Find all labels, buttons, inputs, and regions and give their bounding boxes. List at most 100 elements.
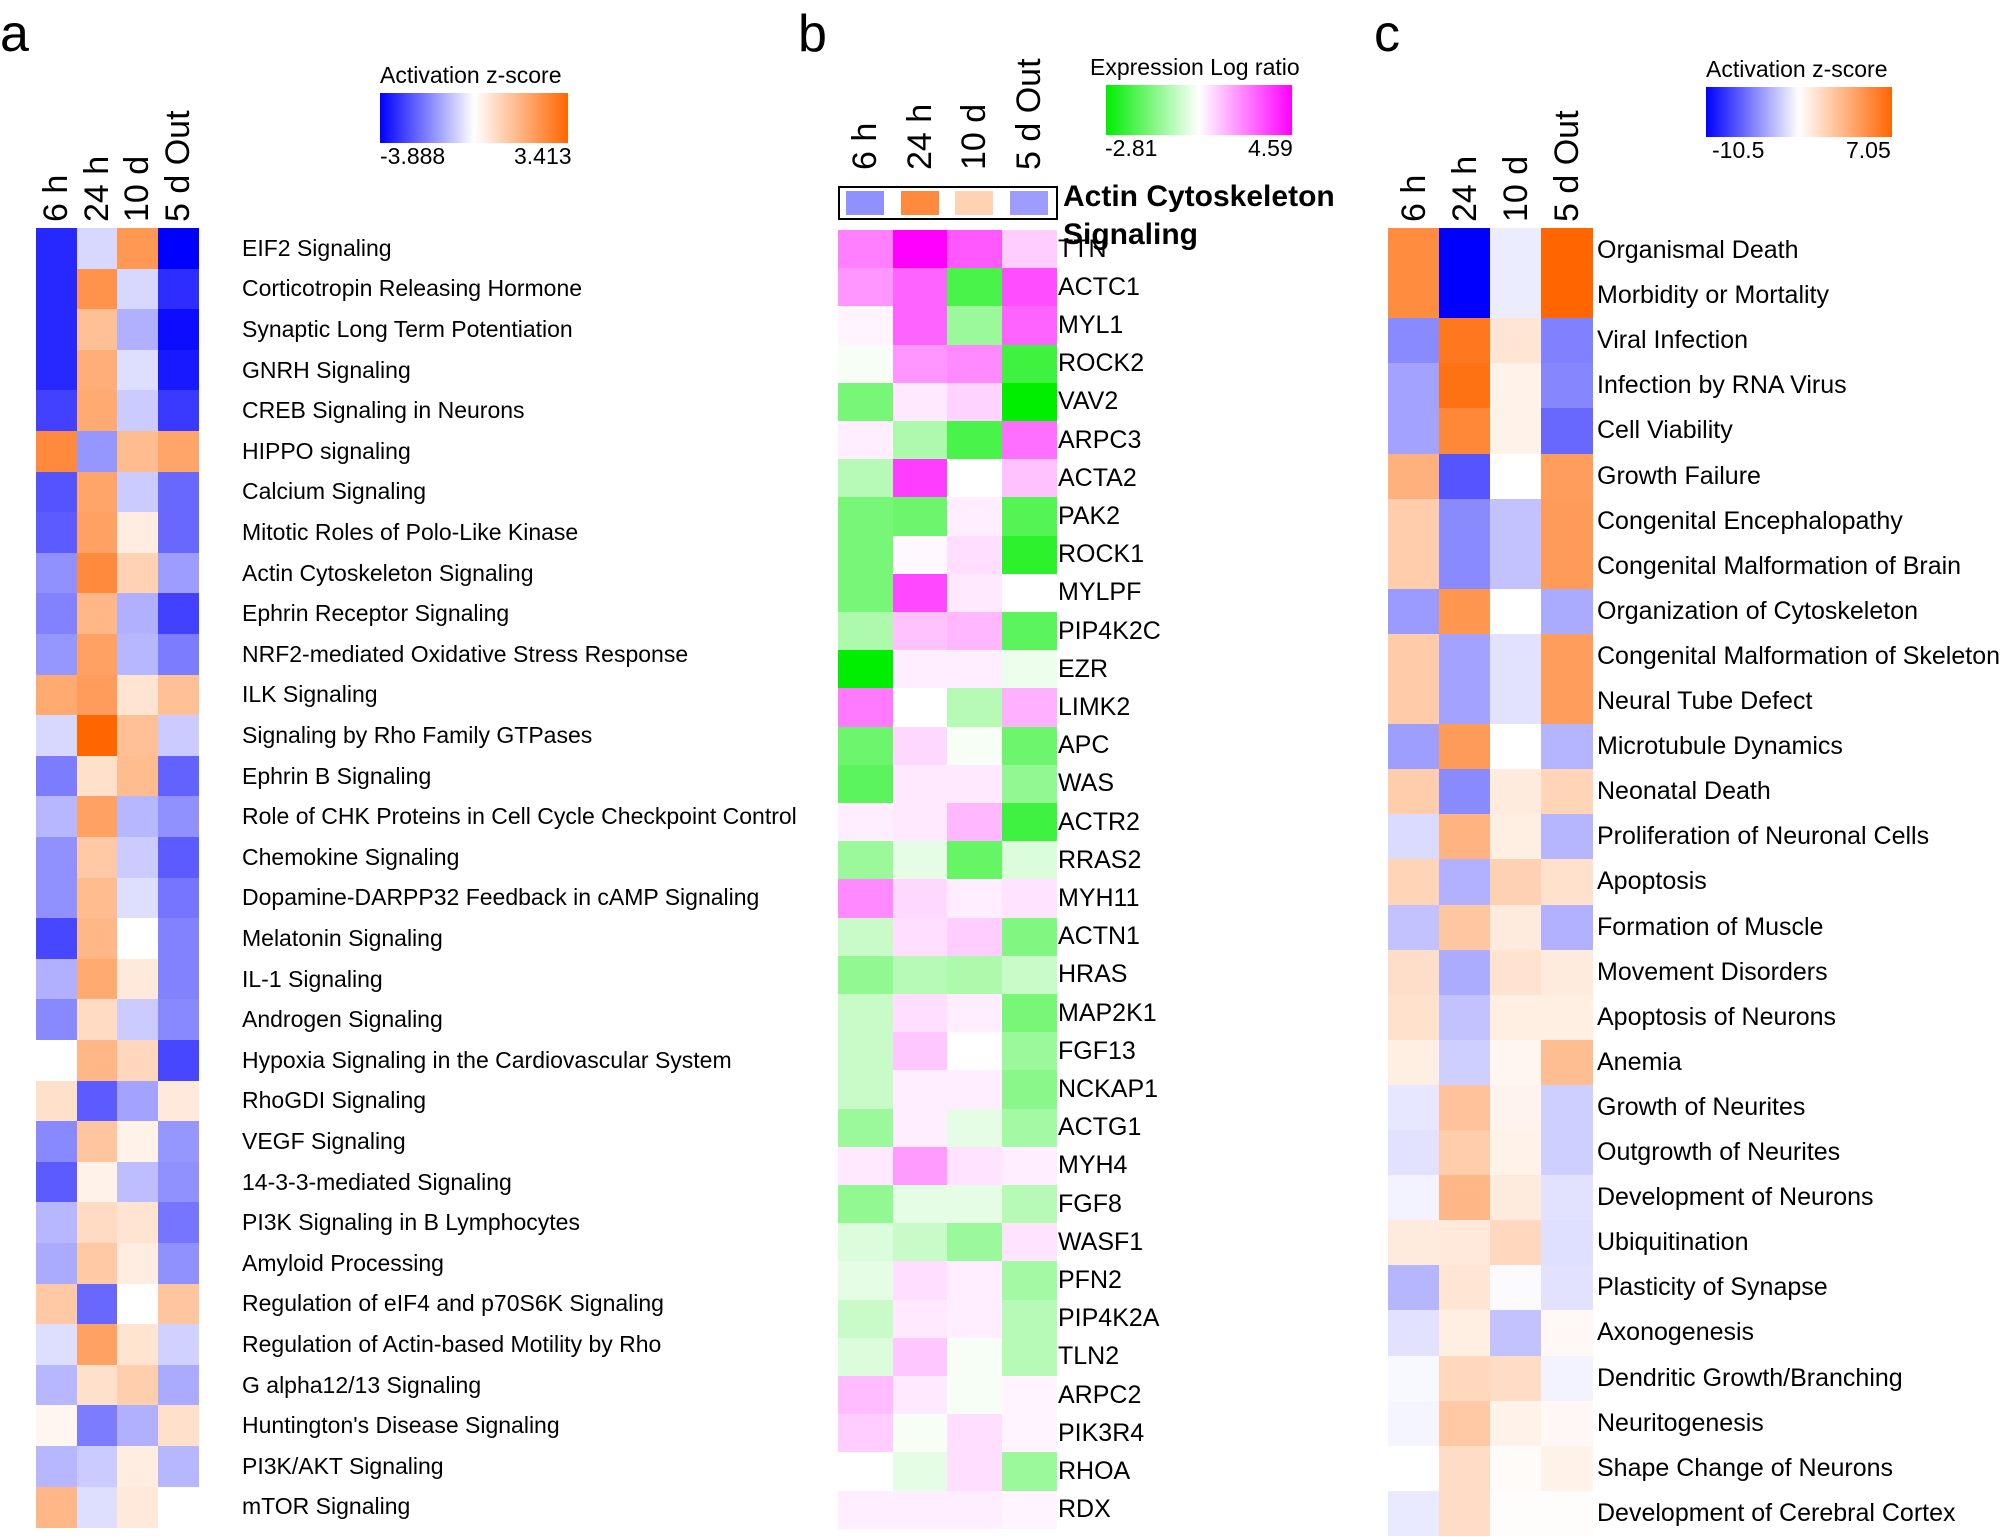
- heatmap-cell: [76, 593, 118, 635]
- heatmap-cell: [838, 382, 894, 422]
- heatmap-cell: [1490, 588, 1542, 635]
- heatmap-cell: [1001, 344, 1057, 384]
- heatmap-cell: [892, 1261, 948, 1301]
- heatmap-cell: [1388, 679, 1440, 725]
- heatmap-cell: [892, 1414, 948, 1453]
- heatmap-cell: [1439, 1400, 1491, 1447]
- heatmap-cell: [1439, 1445, 1491, 1492]
- heatmap-cell: [892, 1146, 948, 1186]
- heatmap-cell: [76, 918, 118, 960]
- heatmap-cell: [892, 1223, 948, 1262]
- row-label: Apoptosis of Neurons: [1597, 1002, 1837, 1031]
- row-label: Ephrin Receptor Signaling: [242, 600, 510, 627]
- heatmap-cell: [1388, 633, 1440, 680]
- heatmap-cell: [76, 837, 118, 879]
- heatmap-cell: [157, 309, 199, 351]
- row-label: Neonatal Death: [1597, 777, 1771, 806]
- row-label: mTOR Signaling: [242, 1493, 411, 1520]
- legend-c-max: 7.05: [1846, 137, 1891, 163]
- row-label: RHOA: [1058, 1457, 1131, 1485]
- heatmap-cell: [947, 1376, 1003, 1415]
- heatmap-cell: [838, 306, 894, 346]
- heatmap-cell: [892, 1452, 948, 1492]
- heatmap-cell: [892, 955, 948, 995]
- row-label: FGF13: [1058, 1036, 1136, 1065]
- heatmap-cell: [838, 650, 894, 689]
- heatmap-cell: [1439, 633, 1491, 680]
- row-label: ACTG1: [1058, 1113, 1142, 1142]
- heatmap-cell: [76, 390, 118, 432]
- heatmap-cell: [1439, 814, 1491, 860]
- panel-b-pathway-title: Actin Cytoskeleton Signaling: [1063, 178, 1335, 254]
- heatmap-cell: [892, 994, 948, 1033]
- heatmap-cell: [947, 764, 1003, 804]
- heatmap-cell: [1388, 724, 1440, 770]
- heatmap-cell: [1541, 1355, 1593, 1402]
- heatmap-cell: [892, 841, 948, 880]
- heatmap-cell: [76, 715, 118, 757]
- summary-cell: [1009, 191, 1048, 215]
- heatmap-cell: [157, 1364, 199, 1406]
- heatmap-cell: [1439, 1039, 1491, 1086]
- heatmap-cell: [76, 1364, 118, 1406]
- heatmap-cell: [947, 879, 1003, 919]
- heatmap-cell: [1541, 408, 1593, 455]
- heatmap-cell: [1388, 769, 1440, 815]
- heatmap-cell: [117, 796, 159, 838]
- heatmap-cell: [1001, 841, 1057, 880]
- heatmap-cell: [1541, 814, 1593, 860]
- heatmap-cell: [838, 1032, 894, 1071]
- heatmap-cell: [36, 634, 78, 676]
- heatmap-cell: [157, 1324, 199, 1366]
- heatmap-cell: [1439, 273, 1491, 319]
- heatmap-cell: [117, 471, 159, 513]
- heatmap-cell: [1001, 268, 1057, 307]
- row-label: Melatonin Signaling: [242, 925, 443, 951]
- row-label: Dopamine-DARPP32 Feedback in cAMP Signal…: [242, 884, 760, 911]
- row-label: APC: [1058, 731, 1110, 760]
- heatmap-cell: [1001, 573, 1057, 613]
- heatmap-cell: [36, 715, 78, 757]
- row-label: PIP4K2A: [1058, 1304, 1160, 1333]
- heatmap-cell: [76, 1283, 118, 1325]
- heatmap-cell: [1490, 543, 1542, 590]
- heatmap-cell: [1439, 498, 1491, 545]
- heatmap-cell: [117, 1202, 159, 1244]
- heatmap-cell: [1001, 382, 1057, 422]
- heatmap-cell: [36, 552, 78, 594]
- heatmap-cell: [892, 459, 948, 498]
- row-label: 14-3-3-mediated Signaling: [242, 1168, 512, 1195]
- row-label: Regulation of eIF4 and p70S6K Signaling: [242, 1290, 664, 1317]
- heatmap-cell: [1490, 904, 1542, 951]
- heatmap-cell: [838, 1452, 894, 1492]
- row-label: Dendritic Growth/Branching: [1597, 1363, 1903, 1392]
- heatmap-cell: [947, 688, 1003, 728]
- row-label: ACTA2: [1058, 463, 1137, 492]
- row-label: Outgrowth of Neurites: [1597, 1138, 1841, 1167]
- legend-b: Expression Log ratio -2.81 4.59: [1090, 54, 1340, 163]
- heatmap-cell: [76, 796, 118, 838]
- heatmap-cell: [892, 1376, 948, 1415]
- row-label: HRAS: [1058, 960, 1128, 989]
- heatmap-cell: [76, 512, 118, 554]
- heatmap-cell: [838, 803, 894, 842]
- row-label: RDX: [1058, 1495, 1111, 1524]
- heatmap-cell: [1001, 1223, 1057, 1262]
- heatmap-cell: [838, 955, 894, 995]
- heatmap-cell: [117, 1364, 159, 1406]
- heatmap-cell: [947, 1032, 1003, 1071]
- heatmap-cell: [157, 1486, 199, 1528]
- heatmap-cell: [892, 1070, 948, 1110]
- heatmap-cell: [838, 268, 894, 307]
- heatmap-cell: [1388, 1355, 1440, 1402]
- heatmap-cell: [1001, 688, 1057, 728]
- heatmap-cell: [76, 1324, 118, 1366]
- heatmap-cell: [157, 349, 199, 391]
- heatmap-cell: [947, 917, 1003, 957]
- heatmap-cell: [1541, 1220, 1593, 1266]
- column-label: 5 d Out: [1009, 58, 1048, 170]
- heatmap-cell: [117, 552, 159, 594]
- row-label: ACTC1: [1058, 272, 1140, 301]
- heatmap-cell: [838, 1223, 894, 1262]
- heatmap-cell: [36, 755, 78, 797]
